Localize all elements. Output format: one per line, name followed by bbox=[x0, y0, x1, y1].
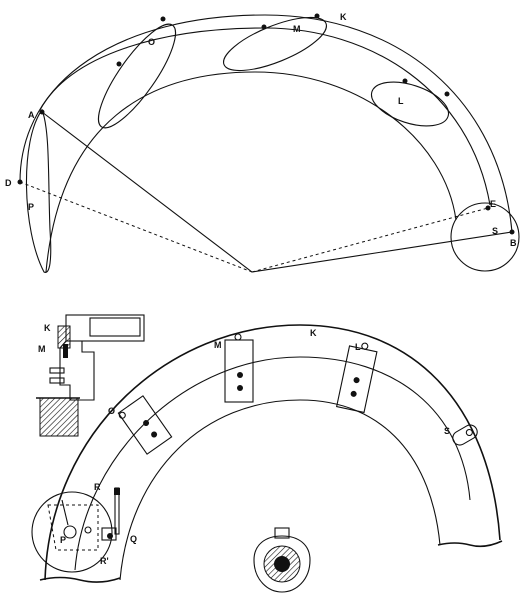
label-q: Q bbox=[130, 534, 137, 544]
ring-break-left bbox=[39, 576, 121, 583]
label-b: B bbox=[510, 238, 517, 248]
lower-mechanism: R P Q R' bbox=[31, 482, 137, 573]
ellipse-m bbox=[223, 16, 327, 72]
label-m: M bbox=[293, 24, 301, 34]
detail-label-m: M bbox=[38, 344, 46, 354]
bracket-l bbox=[335, 342, 378, 414]
detail-bar-inner bbox=[89, 317, 141, 337]
ring-outer bbox=[44, 324, 501, 581]
point-o2 bbox=[116, 61, 122, 67]
ellipse-o bbox=[97, 23, 177, 129]
section-detail: K M bbox=[36, 314, 145, 437]
dashed-center-e bbox=[251, 207, 489, 273]
point-d bbox=[17, 179, 23, 185]
p-hatch-bar bbox=[61, 499, 69, 526]
circle-s bbox=[450, 202, 520, 272]
circle-p-bottom bbox=[31, 491, 113, 573]
inner-arc-lower bbox=[45, 71, 457, 273]
p-pivot bbox=[63, 525, 77, 539]
label-r1: R' bbox=[100, 556, 109, 566]
detail-bolt2 bbox=[49, 377, 65, 384]
point-o bbox=[160, 16, 166, 22]
bracket-o bbox=[117, 395, 173, 455]
bottom-figure: K M M K L bbox=[31, 314, 503, 593]
r1-ink bbox=[107, 533, 113, 539]
detail-m-body bbox=[59, 340, 95, 401]
label-s: S bbox=[492, 226, 498, 236]
inner-arc bbox=[39, 27, 491, 206]
label-s-bottom: S bbox=[444, 426, 450, 436]
rod-r-top bbox=[114, 488, 120, 495]
center-shaft bbox=[253, 527, 311, 593]
point-e bbox=[485, 205, 491, 211]
label-p: P bbox=[28, 202, 34, 212]
p-small bbox=[84, 526, 92, 534]
point-b bbox=[509, 229, 515, 235]
line-center-b bbox=[251, 231, 513, 273]
label-l: L bbox=[398, 96, 404, 106]
bracket-m: M bbox=[214, 333, 254, 403]
outer-arc bbox=[19, 14, 513, 233]
detail-label-k: K bbox=[44, 323, 51, 333]
label-o-bottom: O bbox=[108, 406, 115, 416]
ring-break-right bbox=[437, 540, 503, 548]
point-k bbox=[314, 13, 320, 19]
detail-m-ink bbox=[63, 344, 68, 358]
detail-bar bbox=[65, 314, 145, 342]
detail-base bbox=[39, 397, 79, 437]
dashed-d-center bbox=[19, 181, 253, 273]
ring-inner1 bbox=[74, 356, 471, 571]
ellipse-l bbox=[370, 81, 450, 127]
label-e: E bbox=[490, 199, 496, 209]
line-a-center bbox=[41, 111, 253, 273]
label-l-bottom: L bbox=[355, 342, 361, 352]
label-m-bottom: M bbox=[214, 340, 222, 350]
label-a: A bbox=[28, 110, 35, 120]
p-dashed-outline bbox=[47, 504, 99, 551]
r1-block bbox=[101, 527, 117, 541]
top-figure: A D P O M K L E S B bbox=[5, 12, 520, 273]
label-k: K bbox=[340, 12, 347, 22]
label-o: O bbox=[148, 37, 155, 47]
label-d: D bbox=[5, 178, 12, 188]
point-l bbox=[402, 78, 408, 84]
point-a bbox=[39, 109, 45, 115]
label-p-bottom: P bbox=[60, 535, 66, 545]
ellipse-p bbox=[25, 108, 52, 273]
ring-inner2 bbox=[119, 399, 441, 581]
point-m bbox=[261, 24, 267, 30]
label-r: R bbox=[94, 482, 101, 492]
label-k-bottom: K bbox=[310, 328, 317, 338]
detail-bolt1 bbox=[49, 367, 65, 374]
bracket-s bbox=[452, 424, 478, 446]
point-l2 bbox=[444, 91, 450, 97]
